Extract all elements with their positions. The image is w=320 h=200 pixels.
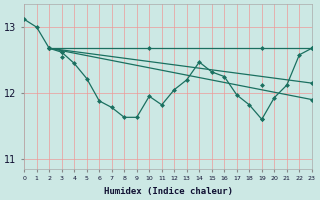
X-axis label: Humidex (Indice chaleur): Humidex (Indice chaleur)	[103, 187, 233, 196]
